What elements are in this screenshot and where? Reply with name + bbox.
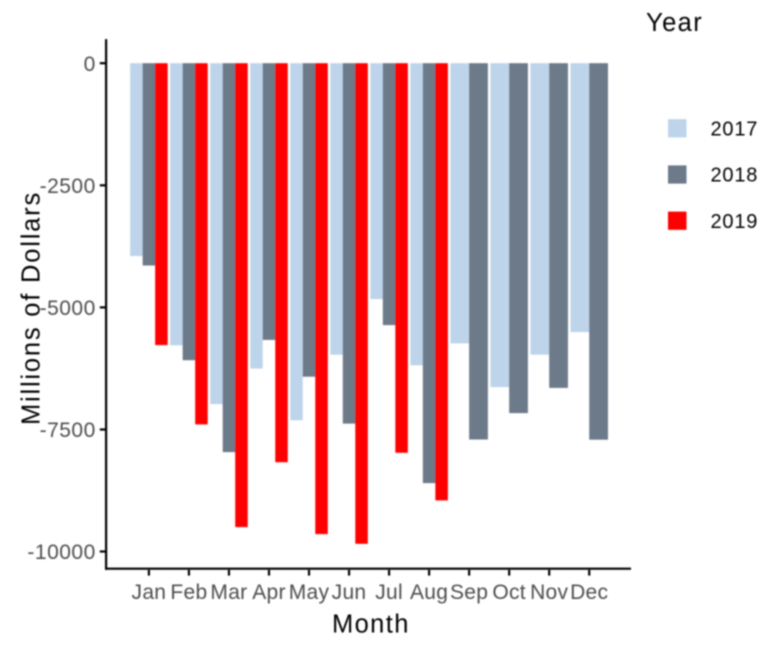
svg-text:Aug: Aug: [410, 581, 448, 604]
svg-text:Nov: Nov: [530, 581, 568, 604]
svg-text:-10000: -10000: [27, 541, 95, 564]
svg-text:Oct: Oct: [492, 581, 526, 604]
svg-text:Apr: Apr: [252, 581, 286, 604]
svg-text:May: May: [289, 581, 330, 604]
svg-text:Year: Year: [646, 9, 703, 37]
svg-text:Jul: Jul: [375, 581, 403, 604]
svg-text:Jun: Jun: [332, 581, 367, 604]
svg-text:2017: 2017: [711, 119, 759, 141]
svg-text:-7500: -7500: [40, 419, 96, 442]
svg-text:Sep: Sep: [450, 581, 488, 604]
svg-text:Mar: Mar: [210, 581, 247, 604]
svg-text:-2500: -2500: [40, 175, 96, 198]
svg-text:-5000: -5000: [40, 297, 96, 320]
svg-text:Jan: Jan: [132, 581, 167, 604]
svg-text:2018: 2018: [711, 165, 759, 187]
svg-text:Feb: Feb: [170, 581, 207, 604]
svg-text:Millions of Dollars: Millions of Dollars: [18, 191, 46, 425]
svg-text:0: 0: [84, 53, 96, 76]
svg-text:Month: Month: [332, 611, 410, 639]
svg-text:2019: 2019: [711, 211, 759, 233]
svg-text:Dec: Dec: [570, 581, 608, 604]
